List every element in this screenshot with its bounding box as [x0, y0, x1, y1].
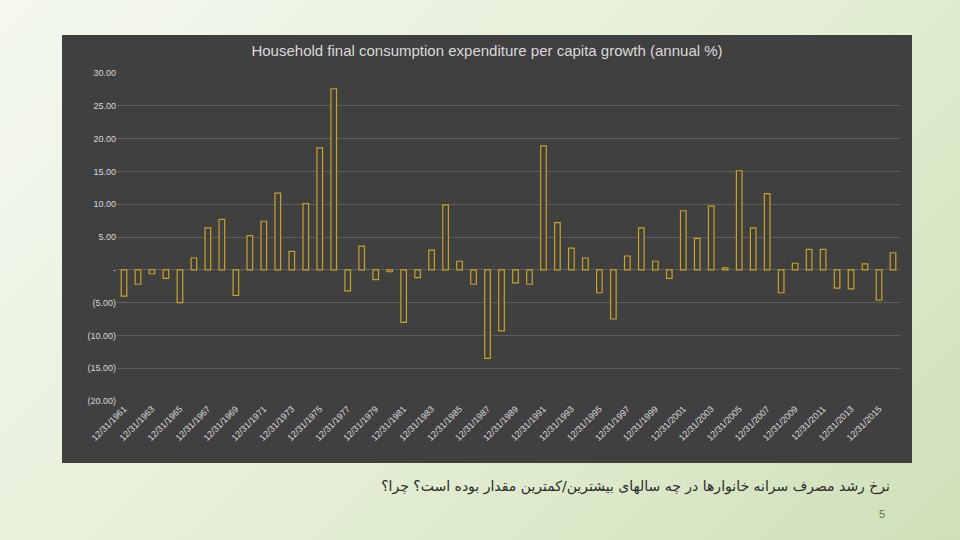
- svg-text:12/31/1967: 12/31/1967: [174, 404, 213, 443]
- svg-text:12/31/1987: 12/31/1987: [453, 404, 492, 443]
- svg-text:12/31/1993: 12/31/1993: [537, 404, 576, 443]
- svg-text:-: -: [113, 265, 116, 275]
- html-text:5: 5: [878, 508, 886, 520]
- svg-text:Household final consumption ex: Household final consumption expenditure …: [251, 42, 722, 59]
- svg-text:12/31/1991: 12/31/1991: [509, 404, 548, 443]
- svg-text:12/31/1995: 12/31/1995: [565, 404, 604, 443]
- svg-text:5.00: 5.00: [98, 232, 116, 242]
- svg-text:12/31/1973: 12/31/1973: [257, 404, 296, 443]
- svg-text:15.00: 15.00: [93, 167, 116, 177]
- svg-text:12/31/1979: 12/31/1979: [341, 404, 380, 443]
- svg-text:12/31/1997: 12/31/1997: [593, 404, 632, 443]
- svg-text:(5.00): (5.00): [92, 298, 116, 308]
- svg-text:12/31/1963: 12/31/1963: [118, 404, 157, 443]
- svg-text:12/31/2007: 12/31/2007: [733, 404, 772, 443]
- svg-text:12/31/1965: 12/31/1965: [146, 404, 185, 443]
- svg-text:12/31/2015: 12/31/2015: [845, 404, 884, 443]
- svg-text:12/31/1985: 12/31/1985: [425, 404, 464, 443]
- svg-text:30.00: 30.00: [93, 68, 116, 78]
- svg-text:10.00: 10.00: [93, 199, 116, 209]
- svg-text:12/31/2011: 12/31/2011: [789, 404, 827, 442]
- svg-text:(10.00): (10.00): [87, 331, 116, 341]
- svg-text:20.00: 20.00: [93, 134, 116, 144]
- svg-text:12/31/1971: 12/31/1971: [229, 404, 268, 443]
- svg-text:12/31/1975: 12/31/1975: [285, 404, 324, 443]
- svg-text:12/31/1969: 12/31/1969: [202, 404, 241, 443]
- svg-text:12/31/1961: 12/31/1961: [90, 404, 129, 443]
- html-text:نرخ رشد مصرف سرانه خانوارها در: نرخ رشد مصرف سرانه خانوارها در چه سالهای…: [381, 478, 890, 494]
- svg-text:12/31/2003: 12/31/2003: [677, 404, 716, 443]
- svg-text:12/31/1999: 12/31/1999: [621, 404, 660, 443]
- svg-text:12/31/1989: 12/31/1989: [481, 404, 520, 443]
- svg-text:12/31/2001: 12/31/2001: [649, 404, 688, 443]
- svg-text:12/31/1981: 12/31/1981: [369, 404, 408, 443]
- svg-text:(15.00): (15.00): [87, 363, 116, 373]
- svg-text:12/31/2009: 12/31/2009: [761, 404, 800, 443]
- svg-text:12/31/1977: 12/31/1977: [313, 404, 352, 443]
- svg-text:12/31/1983: 12/31/1983: [397, 404, 436, 443]
- svg-text:12/31/2005: 12/31/2005: [705, 404, 744, 443]
- svg-text:(20.00): (20.00): [87, 396, 116, 406]
- svg-text:12/31/2013: 12/31/2013: [817, 404, 856, 443]
- svg-text:25.00: 25.00: [93, 101, 116, 111]
